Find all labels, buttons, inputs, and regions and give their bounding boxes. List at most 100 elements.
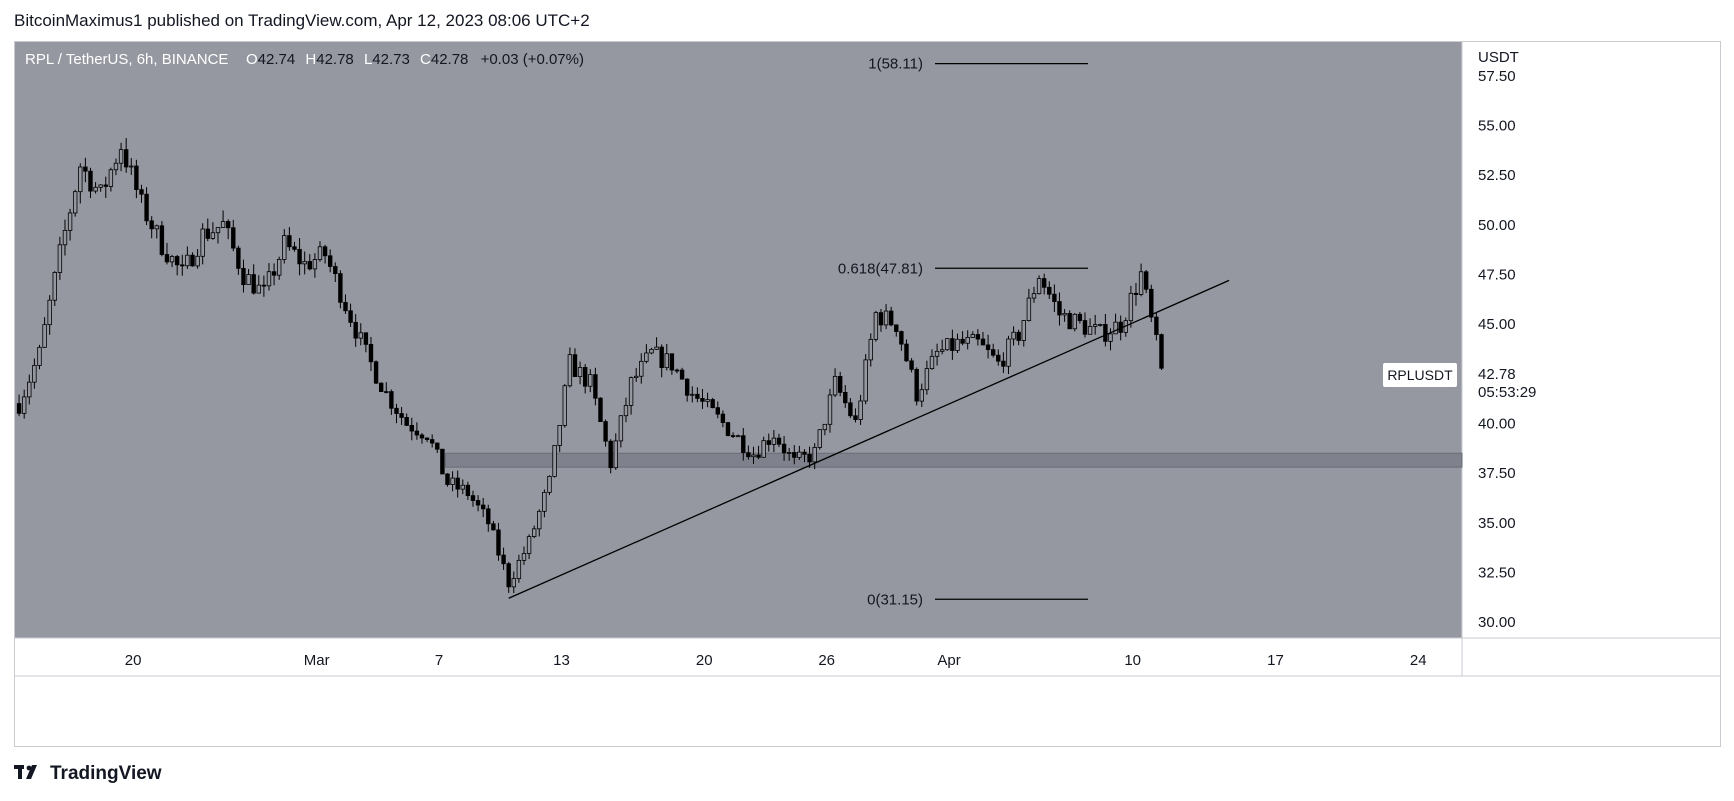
candle-body xyxy=(797,451,802,458)
candle-body xyxy=(394,407,399,414)
candle-body xyxy=(57,244,63,273)
candle-body xyxy=(639,360,644,377)
candle-body xyxy=(384,391,389,393)
candle-body xyxy=(593,374,598,399)
candle-body xyxy=(618,415,624,442)
candle-body xyxy=(108,169,114,187)
candle-body xyxy=(725,422,731,436)
candle-body xyxy=(440,448,445,475)
candle-body xyxy=(450,477,455,485)
candle-body xyxy=(465,484,471,497)
candle-body xyxy=(317,246,323,260)
candle-body xyxy=(873,312,879,340)
candle-body xyxy=(511,578,516,588)
symbol-tag-bg xyxy=(1383,363,1457,387)
candle-body xyxy=(88,170,93,192)
candle-body xyxy=(980,338,986,346)
fib-level-1-label[interactable]: 1(58.11) xyxy=(868,56,923,73)
candle-body xyxy=(460,484,465,490)
candle-body xyxy=(72,191,78,214)
candle-body xyxy=(950,338,955,351)
candle-body xyxy=(42,324,47,348)
support-zone[interactable] xyxy=(444,452,1463,468)
candle-body xyxy=(547,475,552,493)
candle-body xyxy=(669,353,675,371)
symbol-tag: RPLUSDT xyxy=(1387,367,1453,383)
candle-body xyxy=(888,310,894,326)
candle-body xyxy=(679,369,685,380)
high-label: H xyxy=(305,51,316,68)
candle-body xyxy=(970,334,975,338)
candle-body xyxy=(1011,331,1016,340)
candle-body xyxy=(1057,301,1062,316)
candle-body xyxy=(552,445,557,477)
candle-body xyxy=(159,225,165,255)
price-tick-label: 55.00 xyxy=(1478,117,1516,134)
candle-body xyxy=(78,166,83,193)
candle-body xyxy=(868,338,873,361)
candle-body xyxy=(399,413,404,418)
candle-body xyxy=(164,254,170,263)
chart-frame[interactable]: RPL / TetherUS, 6h, BINANCE O42.74 H42.7… xyxy=(14,41,1721,747)
candle-body xyxy=(1098,324,1103,326)
candle-body xyxy=(1108,333,1113,342)
candle-body xyxy=(924,368,930,391)
candle-body xyxy=(480,504,486,510)
price-tick-label: 30.00 xyxy=(1478,614,1516,631)
candle-body xyxy=(613,440,618,469)
candle-body xyxy=(1067,313,1072,330)
candle-body xyxy=(225,221,231,229)
publisher-line: BitcoinMaximus1 published on TradingView… xyxy=(14,11,590,30)
candle-body xyxy=(853,415,858,420)
price-chart[interactable]: RPL / TetherUS, 6h, BINANCE O42.74 H42.7… xyxy=(15,42,1720,746)
fib-level-0618-label[interactable]: 0.618(47.81) xyxy=(838,260,923,277)
candle-body xyxy=(256,284,261,294)
time-tick-label: 7 xyxy=(435,652,443,669)
ascending-support-trendline[interactable] xyxy=(508,279,1230,599)
tradingview-footer[interactable]: TradingView xyxy=(14,762,162,785)
candle-body xyxy=(333,266,338,275)
candle-body xyxy=(271,271,277,276)
candle-body xyxy=(817,429,822,448)
time-tick-label: 24 xyxy=(1410,652,1427,669)
candle-body xyxy=(965,337,970,344)
candle-body xyxy=(1036,278,1042,295)
tradingview-logo-icon xyxy=(14,762,42,785)
candle-body xyxy=(746,452,751,458)
candle-body xyxy=(276,259,282,276)
candle-body xyxy=(1113,321,1118,335)
candle-body xyxy=(419,434,425,439)
candle-body xyxy=(858,400,863,420)
candle-body xyxy=(659,346,664,368)
candle-body xyxy=(644,352,649,362)
close-value: 42.78 xyxy=(431,51,469,68)
candle-body xyxy=(220,221,226,228)
candle-body xyxy=(996,354,1001,362)
candle-body xyxy=(455,477,460,490)
fib-level-0-label[interactable]: 0(31.15) xyxy=(867,591,923,608)
candle-body xyxy=(802,451,807,455)
candle-body xyxy=(894,324,899,332)
candle-body xyxy=(567,354,573,387)
candle-body xyxy=(338,273,343,303)
candle-body xyxy=(343,301,348,312)
time-tick-label: 20 xyxy=(696,652,713,669)
candle-body xyxy=(837,375,843,393)
candle-body xyxy=(909,360,914,370)
price-tick-label: 37.50 xyxy=(1478,465,1516,482)
candle-body xyxy=(378,382,384,392)
candle-body xyxy=(261,284,267,287)
candle-body xyxy=(1001,360,1006,367)
candle-body xyxy=(154,225,159,230)
plot-area[interactable] xyxy=(15,42,1462,638)
candle-body xyxy=(516,559,522,579)
candle-body xyxy=(470,495,476,501)
time-tick-label: 20 xyxy=(125,652,142,669)
price-tick-label: 40.00 xyxy=(1478,415,1516,432)
candle-body xyxy=(363,332,369,345)
candle-body xyxy=(1052,293,1057,302)
candle-body xyxy=(1062,313,1067,316)
candle-body xyxy=(822,423,828,431)
candle-body xyxy=(1159,334,1164,369)
candle-body xyxy=(1047,286,1052,295)
